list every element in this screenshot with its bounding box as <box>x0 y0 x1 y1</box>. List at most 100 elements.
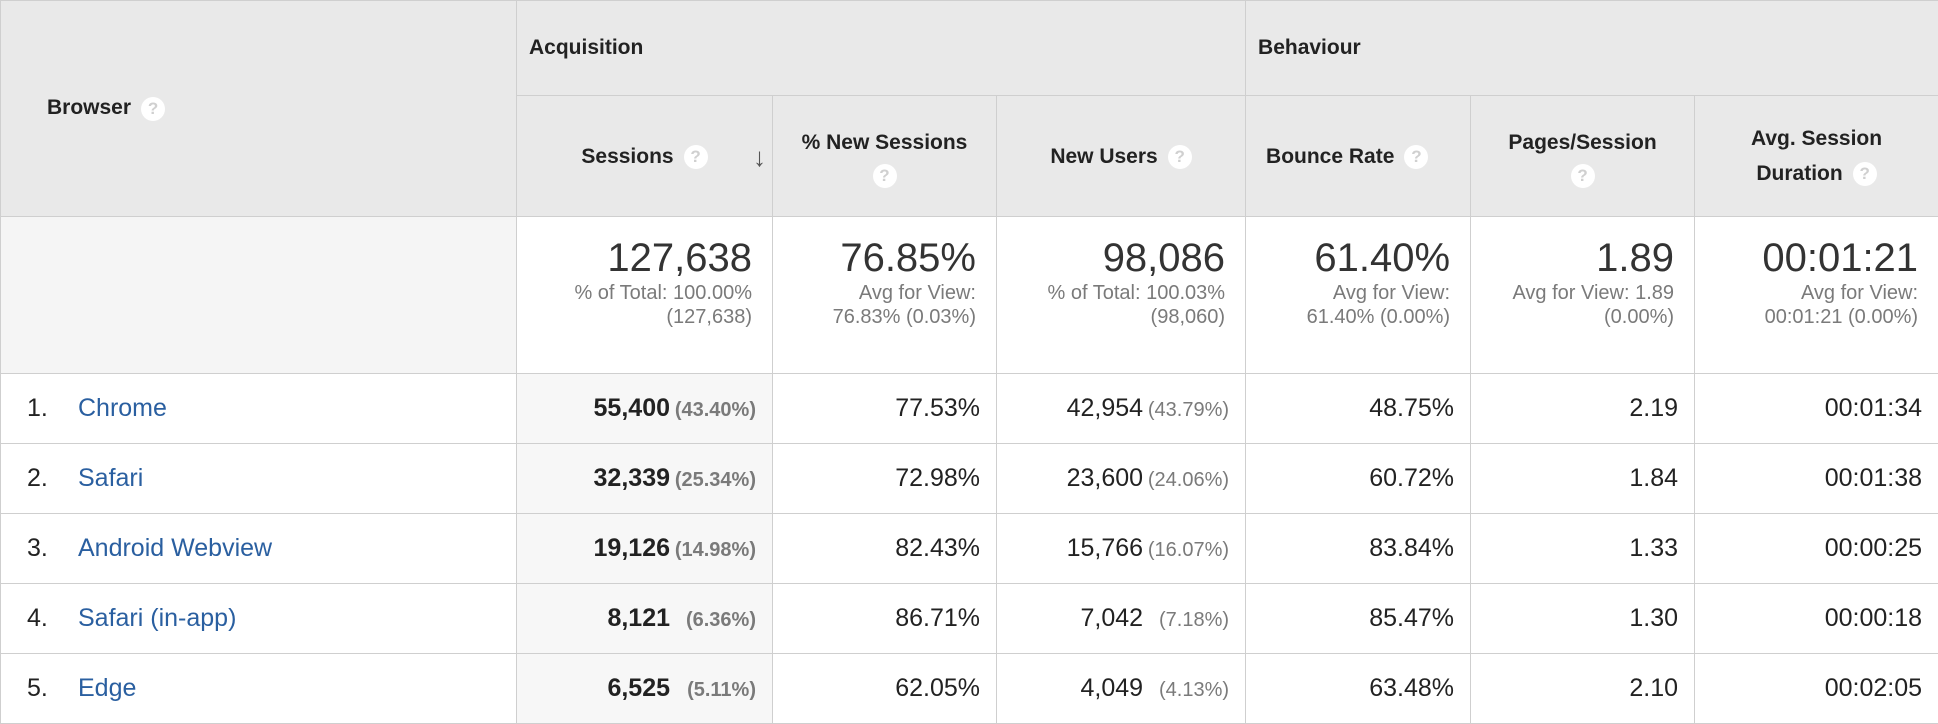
bounce-rate-cell: 48.75% <box>1246 374 1471 444</box>
browser-link[interactable]: Chrome <box>78 394 167 422</box>
sessions-cell: 19,126(14.98%) <box>517 514 773 584</box>
sessions-header-label: Sessions <box>581 145 673 168</box>
row-number: 5. <box>27 674 78 703</box>
new-sessions-pct-header-label: % New Sessions <box>802 131 968 154</box>
pages-session-cell: 1.84 <box>1471 444 1695 514</box>
browser-cell: 2.Safari <box>1 444 517 514</box>
new-sessions-pct-column-header[interactable]: % New Sessions? <box>773 96 997 217</box>
new-users-cell: 7,042(7.18%) <box>997 584 1246 654</box>
summary-pages-session-sub1: Avg for View: 1.89 <box>1471 281 1674 305</box>
browser-column-header[interactable]: Browser? <box>1 1 517 217</box>
help-icon[interactable]: ? <box>1404 145 1428 169</box>
bounce-rate-column-header[interactable]: Bounce Rate? <box>1246 96 1471 217</box>
bounce-rate-header-label: Bounce Rate <box>1266 145 1394 168</box>
pages-session-cell: 1.30 <box>1471 584 1695 654</box>
avg-duration-cell: 00:02:05 <box>1695 654 1938 724</box>
new-users-value: 4,049 <box>1080 674 1143 702</box>
table-row: 1.Chrome 55,400(43.40%) 77.53% 42,954(43… <box>1 374 1938 444</box>
browser-header-label: Browser <box>47 96 131 119</box>
new-users-percent: (43.79%) <box>1143 399 1229 422</box>
new-sessions-pct-cell: 72.98% <box>773 444 997 514</box>
new-users-value: 15,766 <box>1067 534 1143 562</box>
bounce-rate-cell: 60.72% <box>1246 444 1471 514</box>
new-sessions-pct-cell: 82.43% <box>773 514 997 584</box>
new-users-cell: 4,049(4.13%) <box>997 654 1246 724</box>
summary-avg-duration: 00:01:21 Avg for View: 00:01:21 (0.00%) <box>1695 217 1938 374</box>
summary-avg-duration-sub2: 00:01:21 (0.00%) <box>1695 305 1918 329</box>
sessions-percent: (25.34%) <box>670 469 756 492</box>
sessions-percent: (14.98%) <box>670 539 756 562</box>
new-users-header-label: New Users <box>1050 145 1157 168</box>
help-icon[interactable]: ? <box>1571 164 1595 188</box>
sessions-column-header[interactable]: Sessions? ↓ <box>517 96 773 217</box>
summary-pages-session-value: 1.89 <box>1471 235 1674 281</box>
table-row: 4.Safari (in-app) 8,121(6.36%) 86.71% 7,… <box>1 584 1938 654</box>
summary-new-sessions-pct: 76.85% Avg for View: 76.83% (0.03%) <box>773 217 997 374</box>
summary-pages-session: 1.89 Avg for View: 1.89 (0.00%) <box>1471 217 1695 374</box>
new-users-value: 42,954 <box>1067 394 1143 422</box>
row-number: 1. <box>27 394 78 423</box>
summary-bounce-rate-value: 61.40% <box>1246 235 1450 281</box>
sessions-percent: (43.40%) <box>670 399 756 422</box>
row-number: 4. <box>27 604 78 633</box>
bounce-rate-cell: 63.48% <box>1246 654 1471 724</box>
avg-duration-column-header[interactable]: Avg. Session Duration? <box>1695 96 1938 217</box>
summary-bounce-rate-sub2: 61.40% (0.00%) <box>1246 305 1450 329</box>
summary-sessions-value: 127,638 <box>517 235 752 281</box>
new-users-percent: (24.06%) <box>1143 469 1229 492</box>
sessions-value: 55,400 <box>594 394 670 422</box>
help-icon[interactable]: ? <box>141 97 165 121</box>
summary-new-users-sub1: % of Total: 100.03% <box>997 281 1225 305</box>
summary-avg-duration-sub1: Avg for View: <box>1695 281 1918 305</box>
pages-session-cell: 1.33 <box>1471 514 1695 584</box>
summary-new-sessions-pct-sub2: 76.83% (0.03%) <box>773 305 976 329</box>
new-users-column-header[interactable]: New Users? <box>997 96 1246 217</box>
sessions-cell: 32,339(25.34%) <box>517 444 773 514</box>
browser-link[interactable]: Edge <box>78 674 136 702</box>
sessions-percent: (5.11%) <box>670 679 756 702</box>
pages-session-cell: 2.19 <box>1471 374 1695 444</box>
pages-session-column-header[interactable]: Pages/Session? <box>1471 96 1695 217</box>
avg-duration-cell: 00:00:18 <box>1695 584 1938 654</box>
sessions-value: 6,525 <box>607 674 670 702</box>
browser-link[interactable]: Android Webview <box>78 534 272 562</box>
browser-link[interactable]: Safari <box>78 464 143 492</box>
new-users-value: 23,600 <box>1067 464 1143 492</box>
new-users-cell: 15,766(16.07%) <box>997 514 1246 584</box>
sessions-cell: 8,121(6.36%) <box>517 584 773 654</box>
avg-duration-header-line1: Avg. Session <box>1751 127 1882 150</box>
bounce-rate-cell: 83.84% <box>1246 514 1471 584</box>
new-users-cell: 42,954(43.79%) <box>997 374 1246 444</box>
summary-avg-duration-value: 00:01:21 <box>1695 235 1918 281</box>
summary-sessions: 127,638 % of Total: 100.00% (127,638) <box>517 217 773 374</box>
avg-duration-cell: 00:01:38 <box>1695 444 1938 514</box>
sessions-cell: 55,400(43.40%) <box>517 374 773 444</box>
new-users-cell: 23,600(24.06%) <box>997 444 1246 514</box>
summary-new-users-value: 98,086 <box>997 235 1225 281</box>
bounce-rate-cell: 85.47% <box>1246 584 1471 654</box>
browser-cell: 1.Chrome <box>1 374 517 444</box>
summary-bounce-rate-sub1: Avg for View: <box>1246 281 1450 305</box>
row-number: 2. <box>27 464 78 493</box>
summary-new-users-sub2: (98,060) <box>997 305 1225 329</box>
new-sessions-pct-cell: 77.53% <box>773 374 997 444</box>
help-icon[interactable]: ? <box>873 164 897 188</box>
summary-new-sessions-pct-value: 76.85% <box>773 235 976 281</box>
avg-duration-header-line2: Duration <box>1756 162 1842 185</box>
help-icon[interactable]: ? <box>684 145 708 169</box>
avg-duration-cell: 00:01:34 <box>1695 374 1938 444</box>
summary-new-sessions-pct-sub1: Avg for View: <box>773 281 976 305</box>
avg-duration-cell: 00:00:25 <box>1695 514 1938 584</box>
acquisition-label: Acquisition <box>529 36 643 59</box>
help-icon[interactable]: ? <box>1168 145 1192 169</box>
table-row: 5.Edge 6,525(5.11%) 62.05% 4,049(4.13%) … <box>1 654 1938 724</box>
help-icon[interactable]: ? <box>1853 162 1877 186</box>
pages-session-cell: 2.10 <box>1471 654 1695 724</box>
table-row: 2.Safari 32,339(25.34%) 72.98% 23,600(24… <box>1 444 1938 514</box>
browser-link[interactable]: Safari (in-app) <box>78 604 236 632</box>
sort-descending-icon[interactable]: ↓ <box>753 140 766 175</box>
pages-session-header-label: Pages/Session <box>1508 131 1656 154</box>
new-sessions-pct-cell: 62.05% <box>773 654 997 724</box>
sessions-value: 19,126 <box>594 534 670 562</box>
